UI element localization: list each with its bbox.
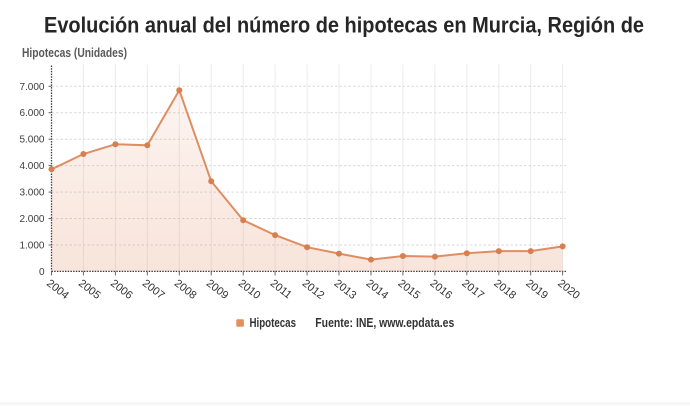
svg-text:7.000: 7.000 (19, 82, 44, 93)
svg-text:Fuente: INE, www.epdata.es: Fuente: INE, www.epdata.es (315, 316, 454, 330)
svg-text:Hipotecas (Unidades): Hipotecas (Unidades) (22, 46, 127, 60)
svg-text:2.000: 2.000 (19, 214, 44, 225)
svg-text:3.000: 3.000 (19, 188, 44, 199)
svg-text:4.000: 4.000 (19, 161, 44, 172)
svg-text:Hipotecas: Hipotecas (250, 316, 297, 330)
svg-text:Evolución anual del número de: Evolución anual del número de hipotecas … (44, 13, 644, 38)
svg-text:1.000: 1.000 (19, 241, 44, 252)
svg-text:5.000: 5.000 (19, 135, 44, 146)
svg-text:6.000: 6.000 (19, 108, 44, 119)
svg-text:0: 0 (39, 267, 45, 278)
